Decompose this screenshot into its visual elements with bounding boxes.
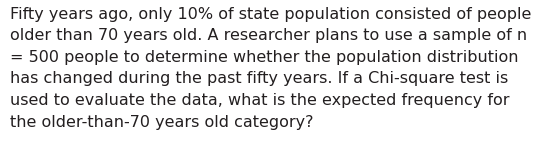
Text: Fifty years ago, only 10% of state population consisted of people
older than 70 : Fifty years ago, only 10% of state popul… [10, 7, 531, 130]
